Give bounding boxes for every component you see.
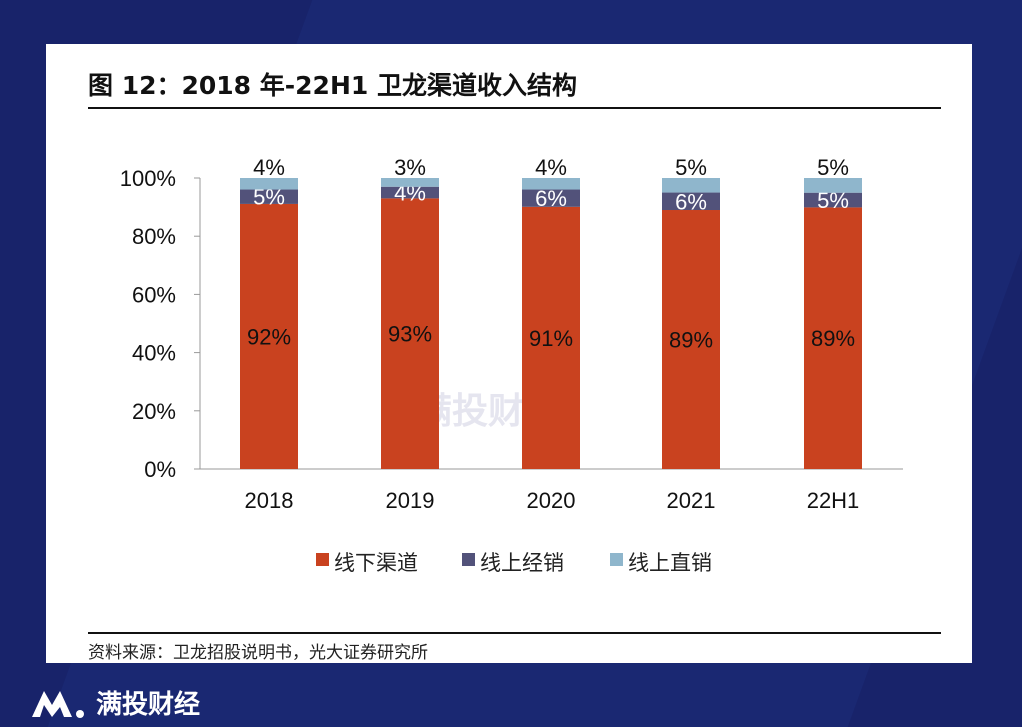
bar-segment [240,203,298,469]
legend-label: 线下渠道 [334,551,418,575]
legend-label: 线上经销 [480,551,564,575]
data-label: 4% [535,155,567,180]
y-tick-label: 80% [132,224,176,249]
data-label: 93% [388,322,432,347]
bar-segment [662,210,720,469]
bar-segment [522,189,580,207]
data-label: 6% [535,186,567,211]
x-tick-label: 22H1 [807,488,860,513]
bar-segment [804,192,862,208]
bar-segment [522,206,580,469]
bar-segment [522,178,580,190]
y-tick-label: 20% [132,399,176,424]
x-tick-label: 2019 [386,488,435,513]
bar-segment [381,186,439,199]
data-label: 6% [675,189,707,214]
bar-segment [381,178,439,187]
legend-swatch [462,553,475,566]
data-label: 91% [529,326,573,351]
data-label: 89% [669,328,713,353]
brand-name: 满投财经 [96,690,201,720]
legend-swatch [316,553,329,566]
bar-segment [662,192,720,211]
logo-icon [32,690,84,718]
source-rule [88,632,941,634]
bar-segment [804,207,862,470]
bar-segment [804,178,862,193]
chart-title: 图 12：2018 年-22H1 卫龙渠道收入结构 [88,71,577,100]
bar-segment [662,178,720,193]
data-label: 5% [675,155,707,180]
data-label: 89% [811,326,855,351]
x-tick-label: 2021 [667,488,716,513]
data-label: 92% [247,324,291,349]
x-tick-label: 2018 [245,488,294,513]
title-rule [88,107,941,109]
legend-swatch [610,553,623,566]
y-tick-label: 60% [132,282,176,307]
source-note: 资料来源：卫龙招股说明书，光大证券研究所 [88,643,428,663]
x-tick-label: 2020 [527,488,576,513]
brand-logo: 满投财经 [30,684,200,721]
legend-label: 线上直销 [628,551,712,575]
bar-segment [381,198,439,469]
bar-segment [240,178,298,190]
data-label: 5% [817,155,849,180]
y-tick-label: 40% [132,341,176,366]
data-label: 3% [394,155,426,180]
data-label: 4% [253,155,285,180]
bar-segment [240,189,298,204]
y-tick-label: 0% [144,457,176,482]
y-tick-label: 100% [120,166,176,191]
